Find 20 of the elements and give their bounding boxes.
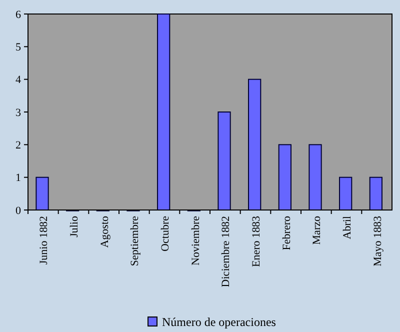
y-tick-label: 0 [16,204,22,217]
x-tick-label: Junio 1882 [38,216,50,265]
y-tick-label: 3 [16,106,22,119]
y-tick-label: 6 [16,8,22,21]
x-tick-label: Febrero [280,216,293,250]
x-tick-label: Diciembre 1882 [220,216,232,288]
y-tick-label: 2 [16,140,21,152]
x-tick-label: Abril [342,216,354,240]
x-tick-label: Noviembre [190,216,202,266]
y-tick-label: 4 [16,74,22,86]
x-tick-label: Marzo [311,216,324,245]
x-tick-label: Octubre [160,216,172,252]
x-tick-label: Mayo 1883 [372,216,384,266]
legend-label: Número de operaciones [162,315,276,329]
x-tick-label: Agosto [98,216,111,248]
y-tick-label: 5 [16,42,22,54]
x-tick-label: Julio [68,216,80,238]
y-tick-label: 1 [16,172,21,184]
x-tick-label: Enero 1883 [250,216,262,268]
x-tick-label: Septiembre [129,216,142,266]
